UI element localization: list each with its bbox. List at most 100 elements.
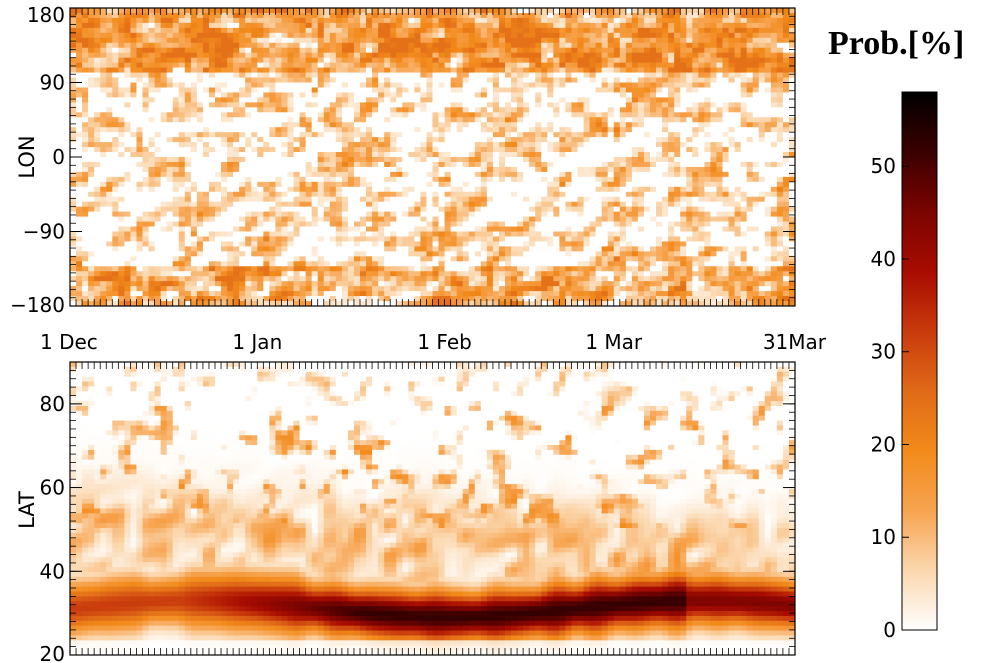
heatmap-cell <box>637 191 645 198</box>
heatmap-cell <box>130 112 138 118</box>
heatmap-cell <box>426 181 434 188</box>
heatmap-cell <box>202 142 210 148</box>
heatmap-cell <box>154 186 162 193</box>
heatmap-cell <box>662 137 669 143</box>
heatmap-cell <box>577 32 585 39</box>
heatmap-cell <box>625 47 633 54</box>
heatmap-cell <box>523 37 530 44</box>
heatmap-cell <box>662 147 669 153</box>
heatmap-cell <box>360 67 367 74</box>
heatmap-cell <box>227 147 234 153</box>
heatmap-cell <box>196 17 204 24</box>
heatmap-cell <box>118 186 125 193</box>
heatmap-cell <box>505 181 512 188</box>
heatmap-cell <box>529 157 536 163</box>
heatmap-cell <box>178 196 186 203</box>
heatmap-cell <box>541 152 548 158</box>
heatmap-cell <box>396 211 403 218</box>
heatmap-cell <box>668 92 675 98</box>
heatmap-cell <box>529 32 536 39</box>
heatmap-cell <box>335 147 343 153</box>
heatmap-cell <box>734 196 742 203</box>
heatmap-cell <box>637 147 645 153</box>
heatmap-cell <box>595 196 603 203</box>
heatmap-cell <box>668 132 675 138</box>
heatmap-cell <box>154 137 162 143</box>
heatmap-cell <box>710 191 718 198</box>
heatmap-cell <box>704 181 712 188</box>
heatmap-cell <box>196 57 204 64</box>
heatmap-cell <box>347 196 355 203</box>
heatmap-cell <box>317 117 325 123</box>
heatmap-cell <box>160 62 168 69</box>
heatmap-cell <box>293 92 301 98</box>
heatmap-cell <box>208 211 216 218</box>
heatmap-cell <box>438 42 446 49</box>
heatmap-cell <box>486 72 494 79</box>
heatmap-cell <box>390 67 397 74</box>
heatmap-cell <box>662 206 669 213</box>
heatmap-cell <box>468 206 476 213</box>
heatmap-cell <box>82 27 89 34</box>
heatmap-cell <box>82 87 89 94</box>
heatmap-cell <box>468 37 476 44</box>
heatmap-cell <box>643 17 651 24</box>
heatmap-cell <box>215 42 222 49</box>
heatmap-cell <box>390 102 397 108</box>
heatmap-cell <box>505 171 512 178</box>
heatmap-cell <box>770 67 778 74</box>
heatmap-cell <box>498 127 506 133</box>
heatmap-cell <box>341 196 349 203</box>
heatmap-cell <box>698 12 705 19</box>
heatmap-cell <box>70 12 77 19</box>
heatmap-cell <box>227 32 234 39</box>
heatmap-cell <box>650 92 657 98</box>
heatmap-cell <box>317 17 325 24</box>
heatmap-cell <box>553 147 560 153</box>
heatmap-cell <box>118 52 125 59</box>
heatmap-cell <box>408 112 415 118</box>
heatmap-cell <box>468 161 476 168</box>
heatmap-cell <box>287 181 295 188</box>
heatmap-cell <box>710 27 718 34</box>
heatmap-cell <box>118 42 125 49</box>
heatmap-cell <box>172 102 180 108</box>
heatmap-cell <box>130 161 138 168</box>
heatmap-cell <box>486 132 494 138</box>
heatmap-cell <box>547 157 554 163</box>
heatmap-cell <box>438 92 446 98</box>
heatmap-cell <box>154 32 162 39</box>
heatmap-cell <box>740 72 748 79</box>
heatmap-cell <box>619 117 627 123</box>
heatmap-cell <box>208 72 216 79</box>
heatmap-cell <box>88 152 95 158</box>
heatmap-cell <box>637 107 645 113</box>
heatmap-cell <box>269 77 277 84</box>
heatmap-cell <box>360 142 367 148</box>
heatmap-cell <box>547 27 554 34</box>
heatmap-cell <box>402 107 409 113</box>
heatmap-cell <box>402 47 409 54</box>
heatmap-cell <box>329 102 337 108</box>
heatmap-cell <box>384 152 391 158</box>
heatmap-cell <box>372 57 379 64</box>
heatmap-cell <box>208 87 216 94</box>
heatmap-cell <box>172 186 180 193</box>
heatmap-cell <box>76 12 83 19</box>
heatmap-cell <box>728 72 736 79</box>
heatmap-cell <box>643 52 651 59</box>
heatmap-cell <box>517 57 524 64</box>
heatmap-cell <box>420 176 428 183</box>
heatmap-cell <box>571 117 579 123</box>
heatmap-cell <box>293 77 301 84</box>
heatmap-cell <box>118 87 125 94</box>
heatmap-cell <box>770 107 778 113</box>
heatmap-cell <box>142 97 150 103</box>
heatmap-cell <box>529 186 536 193</box>
heatmap-cell <box>782 32 790 39</box>
heatmap-cell <box>456 77 464 84</box>
heatmap-cell <box>505 87 512 94</box>
heatmap-cell <box>498 157 506 163</box>
heatmap-cell <box>190 57 198 64</box>
heatmap-cell <box>178 147 186 153</box>
